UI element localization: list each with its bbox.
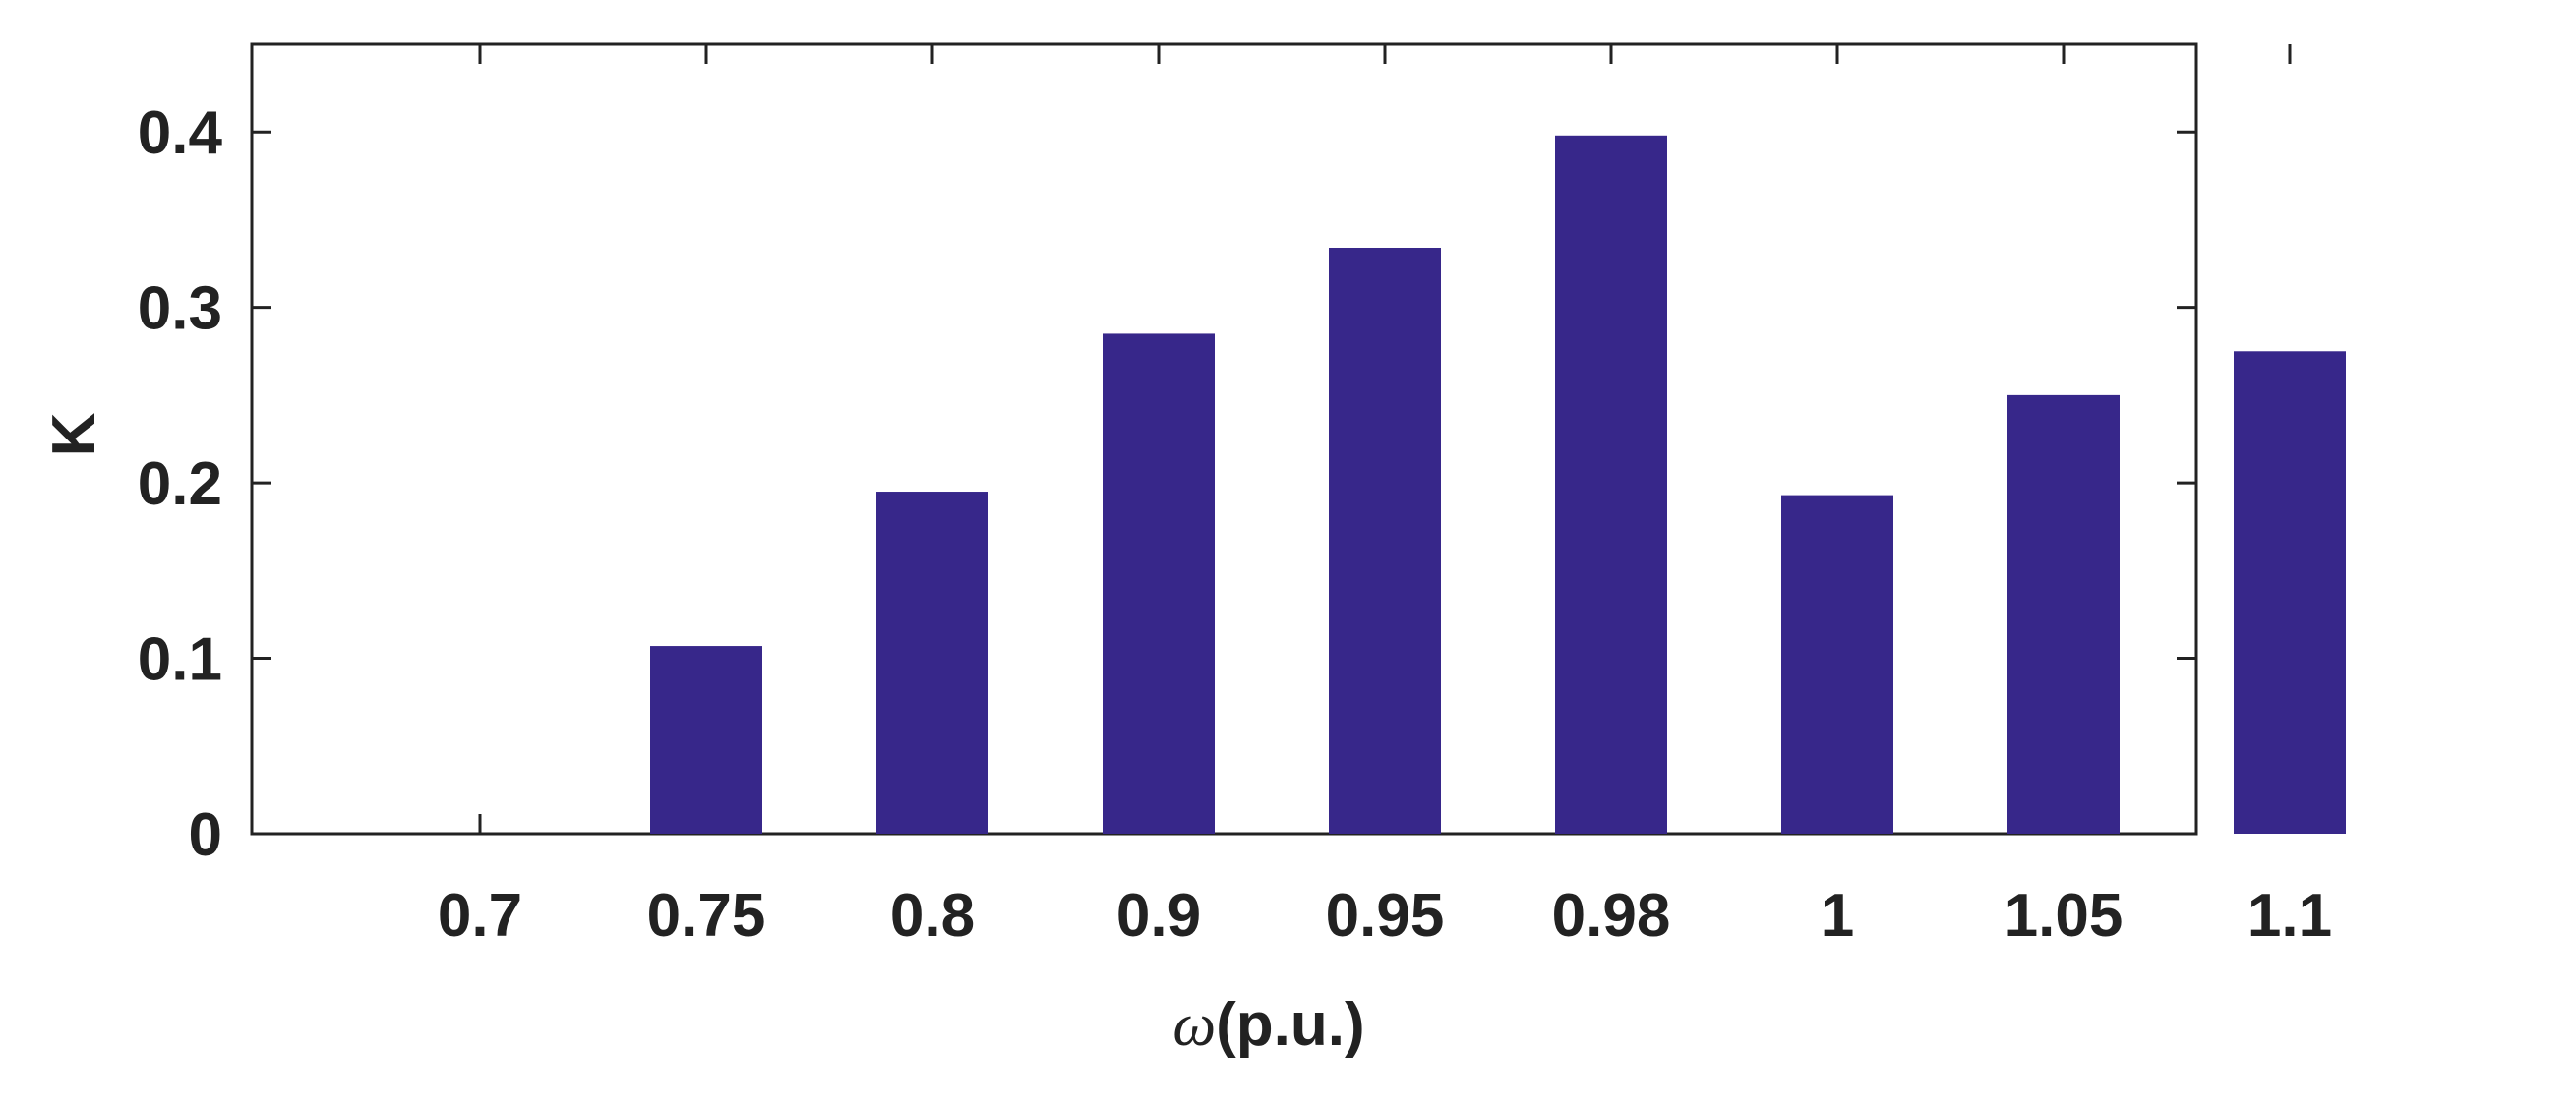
x-tick-label-0.7: 0.7	[438, 882, 522, 950]
x-tick-label-0.8: 0.8	[890, 882, 975, 950]
x-tick-label-1.05: 1.05	[2005, 882, 2124, 950]
x-axis-symbol: ω	[1172, 992, 1216, 1059]
bar-0.75	[650, 646, 762, 834]
bar-1	[1781, 495, 1893, 834]
bar-0.98	[1555, 135, 1667, 834]
bar-1.1	[2234, 351, 2346, 834]
x-tick-labels: 0.7 0.75 0.8 0.9 0.95 0.98 1 1.05 1.1	[438, 882, 2332, 950]
y-tick-label-0: 0	[189, 801, 222, 869]
x-tick-label-0.75: 0.75	[647, 882, 766, 950]
x-tick-label-0.98: 0.98	[1552, 882, 1671, 950]
x-axis-title: ω(p.u.)	[1172, 991, 1364, 1059]
x-tick-label-0.9: 0.9	[1116, 882, 1201, 950]
y-tick-label-0.3: 0.3	[138, 275, 222, 343]
y-axis-ticks	[252, 130, 2196, 836]
y-tick-label-0.4: 0.4	[138, 99, 223, 167]
x-tick-label-1: 1	[1821, 882, 1854, 950]
bar-1.05	[2007, 394, 2120, 834]
bars	[650, 135, 2346, 835]
bar-0.8	[876, 492, 988, 834]
x-tick-label-1.1: 1.1	[2247, 882, 2332, 950]
plot-area-frame	[250, 42, 2198, 836]
y-tick-labels: 0 0.1 0.2 0.3 0.4	[138, 99, 223, 869]
bar-0.9	[1103, 333, 1215, 834]
y-tick-label-0.1: 0.1	[138, 626, 222, 694]
x-tick-label-0.95: 0.95	[1326, 882, 1445, 950]
y-axis-title: K	[40, 412, 108, 456]
x-axis-unit: (p.u.)	[1216, 991, 1365, 1059]
y-tick-label-0.2: 0.2	[138, 450, 222, 518]
bar-0.95	[1329, 247, 1441, 835]
